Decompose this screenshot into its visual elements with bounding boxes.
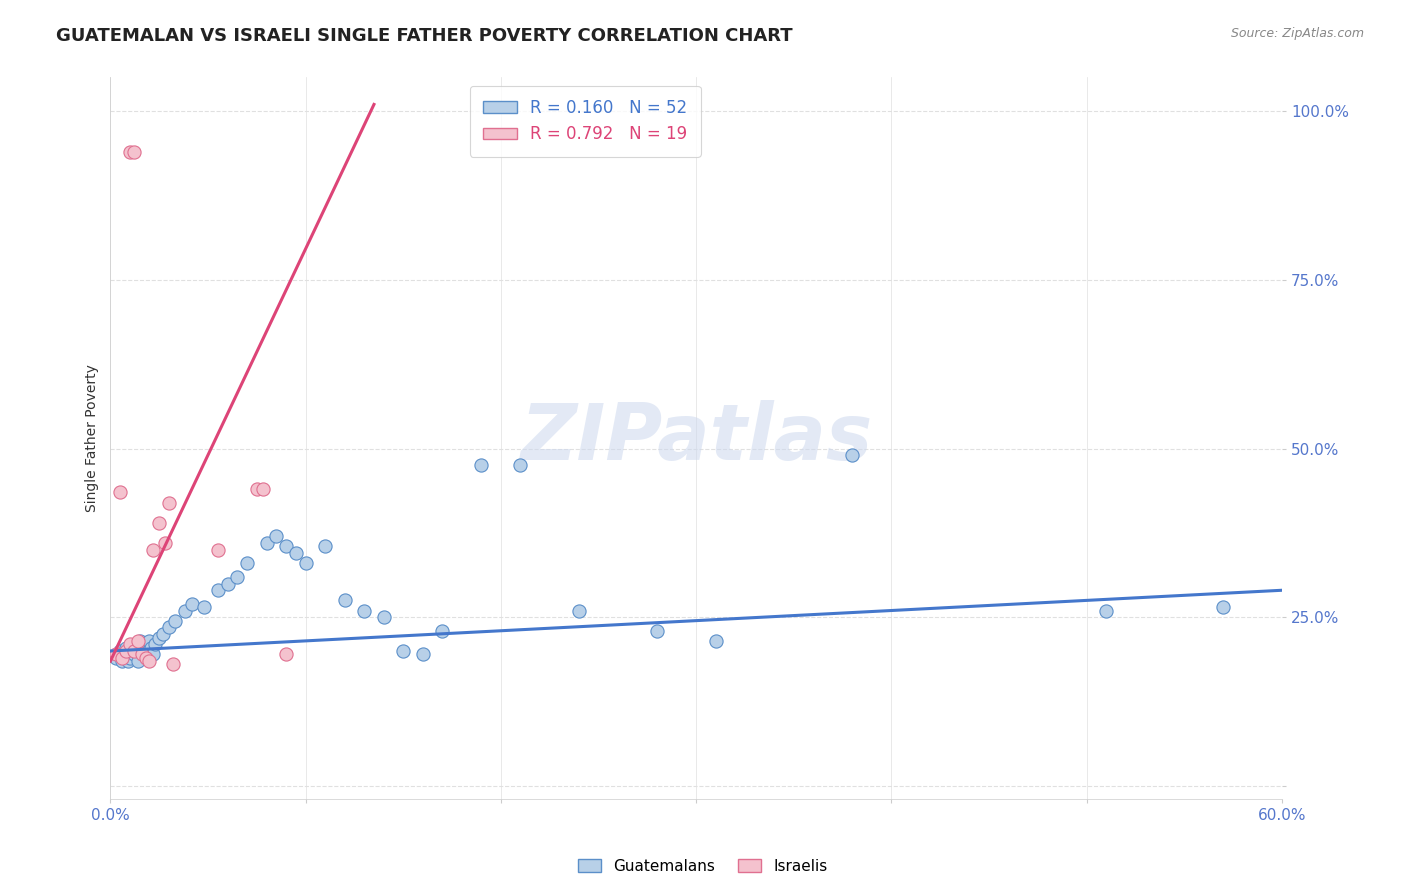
Point (121, 644, 143, 658)
Text: Source: ZipAtlas.com: Source: ZipAtlas.com (1230, 27, 1364, 40)
Point (148, 516, 170, 530)
Point (162, 657, 184, 672)
Point (314, 540, 336, 554)
Point (143, 637, 166, 651)
Point (118, 637, 141, 651)
Point (432, 624, 454, 638)
Point (127, 654, 149, 668)
Point (132, 648, 155, 662)
Point (353, 603, 375, 617)
Point (217, 576, 239, 591)
Point (284, 546, 307, 560)
Point (111, 654, 134, 668)
Point (236, 556, 259, 570)
Point (108, 485, 131, 500)
Point (105, 648, 128, 662)
Point (1095, 603, 1118, 617)
Point (274, 540, 297, 554)
Point (645, 624, 668, 638)
Point (138, 633, 160, 648)
Point (108, 644, 131, 658)
Point (153, 536, 176, 550)
Point (412, 648, 434, 662)
Text: GUATEMALAN VS ISRAELI SINGLE FATHER POVERTY CORRELATION CHART: GUATEMALAN VS ISRAELI SINGLE FATHER POVE… (56, 27, 793, 45)
Point (207, 542, 229, 557)
Point (115, 640, 138, 655)
Point (128, 633, 150, 648)
Point (142, 542, 165, 557)
Point (122, 145, 145, 159)
Point (256, 536, 278, 550)
Point (246, 482, 269, 496)
Point (135, 637, 157, 651)
Point (111, 650, 134, 665)
Point (135, 650, 157, 665)
Point (173, 603, 195, 617)
Text: ZIPatlas: ZIPatlas (520, 401, 872, 476)
Y-axis label: Single Father Poverty: Single Father Poverty (86, 365, 100, 512)
Point (841, 448, 863, 462)
Point (148, 631, 170, 645)
Point (226, 570, 249, 584)
Point (509, 458, 531, 473)
Point (152, 627, 174, 641)
Point (112, 648, 135, 662)
Point (131, 648, 153, 662)
Point (470, 458, 492, 473)
Point (122, 644, 145, 658)
Point (163, 614, 186, 628)
Point (131, 644, 153, 658)
Legend: Guatemalans, Israelis: Guatemalans, Israelis (572, 853, 834, 880)
Point (138, 654, 160, 668)
Point (141, 640, 163, 655)
Point (266, 529, 288, 543)
Point (568, 603, 591, 617)
Point (118, 145, 141, 159)
Point (107, 648, 129, 662)
Point (333, 593, 356, 607)
Point (127, 633, 149, 648)
Point (704, 633, 727, 648)
Point (392, 644, 415, 658)
Point (125, 644, 148, 658)
Point (157, 495, 180, 509)
Point (115, 644, 138, 658)
Point (105, 650, 128, 665)
Point (207, 583, 229, 598)
Point (274, 648, 297, 662)
Point (294, 556, 316, 570)
Point (142, 648, 165, 662)
Point (373, 610, 395, 624)
Point (117, 654, 139, 668)
Point (157, 620, 180, 634)
Legend: R = 0.160   N = 52, R = 0.792   N = 19: R = 0.160 N = 52, R = 0.792 N = 19 (470, 86, 700, 157)
Point (193, 600, 215, 615)
Point (1212, 600, 1234, 615)
Point (118, 650, 141, 665)
Point (181, 597, 204, 611)
Point (122, 648, 145, 662)
Point (136, 644, 159, 658)
Point (252, 482, 274, 496)
